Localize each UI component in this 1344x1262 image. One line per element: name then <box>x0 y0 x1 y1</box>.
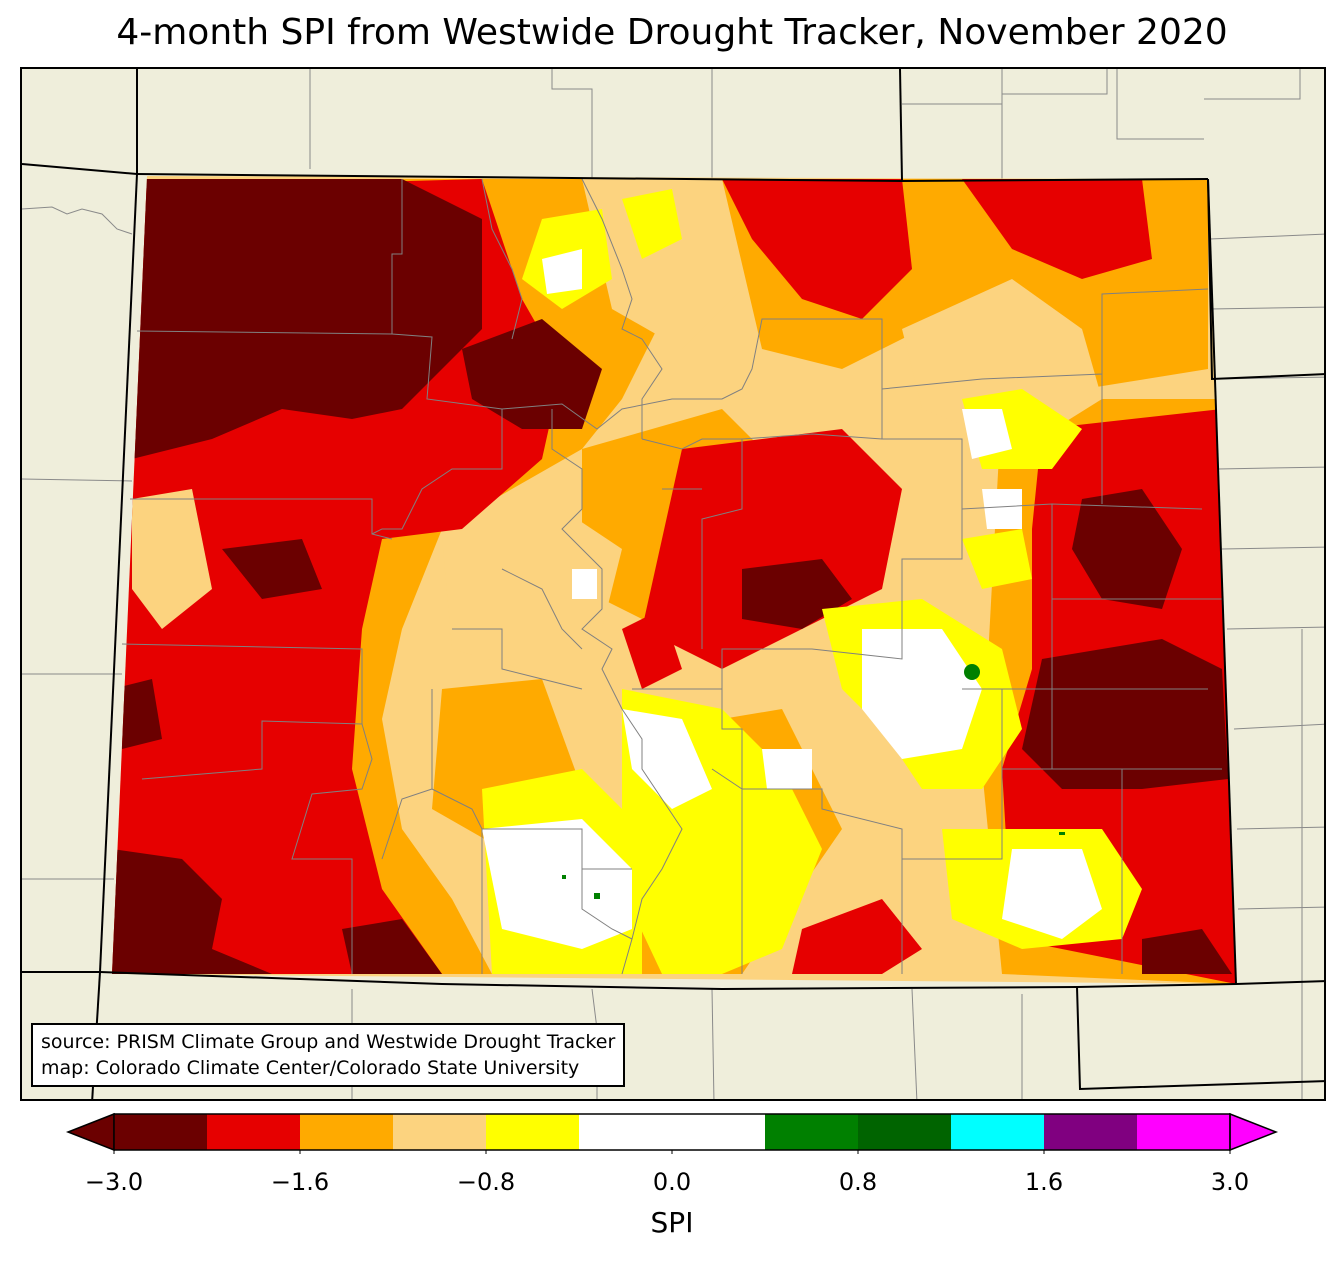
colorbar-bin <box>300 1114 394 1150</box>
colorbar-tick-label: −3.0 <box>84 1168 144 1196</box>
neighbor-county-lines <box>22 69 1324 1099</box>
source-note: source: PRISM Climate Group and Westwide… <box>31 1023 626 1087</box>
colorbar-tick-label: −1.6 <box>270 1168 330 1196</box>
colorbar-bin <box>672 1114 766 1150</box>
colorbar-bin <box>765 1114 859 1150</box>
map-panel <box>20 67 1326 1101</box>
colorbar-bin <box>486 1114 580 1150</box>
colorbar-label: SPI <box>650 1206 694 1239</box>
spi-field <box>112 176 1236 984</box>
colorbar-over-arrow <box>1229 1112 1279 1152</box>
map-title: 4-month SPI from Westwide Drought Tracke… <box>116 12 1228 53</box>
colorbar-bin <box>207 1114 301 1150</box>
colorbar-bin <box>858 1114 952 1150</box>
colorbar-tick-label: 3.0 <box>1210 1168 1250 1196</box>
colorbar-tick-label: −0.8 <box>456 1168 516 1196</box>
colorbar-tick-label: 0.0 <box>652 1168 692 1196</box>
colorbar-bin <box>951 1114 1045 1150</box>
colorbar-bin <box>579 1114 673 1150</box>
spi-colorbar <box>65 1112 1279 1154</box>
colorbar-tick-label: 1.6 <box>1024 1168 1064 1196</box>
colorbar-under-arrow <box>65 1112 115 1152</box>
spi-map <box>22 69 1324 1099</box>
colorbar-bin <box>114 1114 208 1150</box>
colorbar-bin <box>1044 1114 1138 1150</box>
source-line-1: source: PRISM Climate Group and Westwide… <box>41 1031 616 1053</box>
colorbar-bin <box>1137 1114 1231 1150</box>
colorbar-bin <box>393 1114 487 1150</box>
colorbar-tick-label: 0.8 <box>838 1168 878 1196</box>
colorado-county-lines <box>121 178 1222 975</box>
source-line-2: map: Colorado Climate Center/Colorado St… <box>41 1057 580 1079</box>
